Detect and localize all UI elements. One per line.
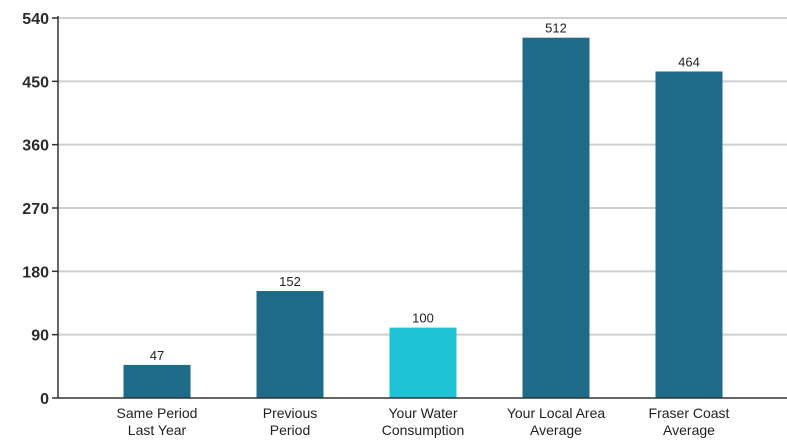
- category-label: Your Water: [389, 405, 458, 421]
- category-label: Average: [663, 422, 715, 438]
- y-tick-label: 360: [22, 138, 49, 155]
- y-tick-label: 90: [31, 328, 49, 345]
- bar: [256, 291, 324, 398]
- bar: [123, 364, 191, 398]
- y-tick-label: 0: [40, 391, 49, 408]
- data-label: 100: [412, 311, 434, 326]
- category-label: Previous: [263, 405, 317, 421]
- data-label: 512: [545, 21, 567, 36]
- data-label: 464: [678, 54, 700, 69]
- y-tick-label: 540: [22, 11, 49, 28]
- category-label: Average: [530, 422, 582, 438]
- bars: [123, 37, 723, 399]
- y-axis-ticks: 0 90 180 270 360 450 540: [22, 11, 58, 408]
- data-label: 152: [279, 274, 301, 289]
- bar: [389, 327, 457, 398]
- category-label: Fraser Coast: [649, 405, 730, 421]
- category-label: Period: [270, 422, 310, 438]
- category-label: Same Period: [117, 405, 198, 421]
- data-label: 47: [150, 348, 164, 363]
- y-tick-label: 450: [22, 74, 49, 91]
- bar: [522, 37, 590, 398]
- category-label: Consumption: [382, 422, 465, 438]
- y-tick-label: 180: [22, 264, 49, 281]
- y-tick-label: 270: [22, 201, 49, 218]
- category-label: Your Local Area: [507, 405, 606, 421]
- data-labels: 47 152 100 512 464: [150, 21, 700, 363]
- bar: [655, 71, 723, 399]
- category-label: Last Year: [128, 422, 187, 438]
